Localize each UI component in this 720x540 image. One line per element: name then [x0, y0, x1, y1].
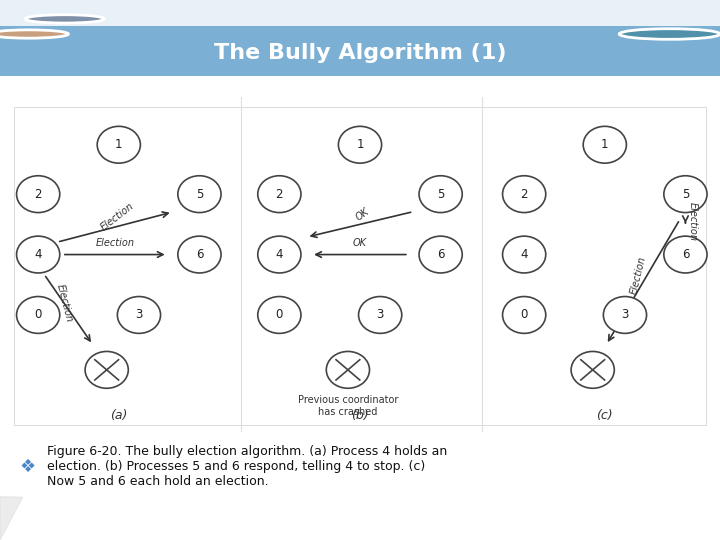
Text: (b): (b) [351, 409, 369, 422]
Text: 3: 3 [377, 308, 384, 321]
Ellipse shape [664, 176, 707, 213]
Ellipse shape [419, 176, 462, 213]
Text: 3: 3 [621, 308, 629, 321]
Text: 5: 5 [682, 188, 689, 201]
Text: Election: Election [688, 202, 698, 241]
Text: ❖: ❖ [19, 457, 35, 476]
Text: 2: 2 [35, 188, 42, 201]
Text: 6: 6 [682, 248, 689, 261]
Text: Election: Election [99, 201, 136, 233]
Text: 1: 1 [356, 138, 364, 151]
Text: Election: Election [95, 238, 134, 248]
Text: 6: 6 [437, 248, 444, 261]
Circle shape [619, 29, 720, 39]
Circle shape [0, 30, 68, 38]
Text: 1: 1 [601, 138, 608, 151]
Ellipse shape [571, 352, 614, 388]
Text: 5: 5 [437, 188, 444, 201]
FancyBboxPatch shape [14, 107, 706, 426]
Ellipse shape [178, 236, 221, 273]
Polygon shape [0, 497, 22, 540]
Ellipse shape [17, 296, 60, 333]
Ellipse shape [258, 236, 301, 273]
Ellipse shape [17, 176, 60, 213]
Ellipse shape [258, 296, 301, 333]
Text: 5: 5 [196, 188, 203, 201]
Ellipse shape [603, 296, 647, 333]
Ellipse shape [117, 296, 161, 333]
Ellipse shape [419, 236, 462, 273]
Text: 0: 0 [276, 308, 283, 321]
Ellipse shape [583, 126, 626, 163]
Text: Election: Election [55, 282, 73, 323]
Text: (c): (c) [596, 409, 613, 422]
Ellipse shape [503, 236, 546, 273]
Ellipse shape [664, 236, 707, 273]
Ellipse shape [258, 176, 301, 213]
Text: OK: OK [354, 206, 372, 222]
Text: 1: 1 [115, 138, 122, 151]
Text: Figure 6-20. The bully election algorithm. (a) Process 4 holds an
election. (b) : Figure 6-20. The bully election algorith… [47, 445, 447, 488]
Ellipse shape [178, 176, 221, 213]
Ellipse shape [503, 296, 546, 333]
Text: 2: 2 [276, 188, 283, 201]
Ellipse shape [326, 352, 369, 388]
Text: 4: 4 [35, 248, 42, 261]
Text: OK: OK [353, 238, 367, 248]
Text: 3: 3 [135, 308, 143, 321]
Text: (a): (a) [110, 409, 127, 422]
Text: 4: 4 [276, 248, 283, 261]
Ellipse shape [338, 126, 382, 163]
Text: 0: 0 [35, 308, 42, 321]
Text: The Bully Algorithm (1): The Bully Algorithm (1) [214, 43, 506, 63]
Text: 4: 4 [521, 248, 528, 261]
Ellipse shape [17, 236, 60, 273]
Ellipse shape [85, 352, 128, 388]
Text: Election: Election [629, 255, 647, 295]
FancyBboxPatch shape [0, 26, 720, 76]
Circle shape [25, 15, 104, 23]
Text: 2: 2 [521, 188, 528, 201]
Ellipse shape [503, 176, 546, 213]
Text: 0: 0 [521, 308, 528, 321]
Text: Previous coordinator
has crashed: Previous coordinator has crashed [297, 395, 398, 417]
FancyBboxPatch shape [0, 0, 720, 26]
Text: 6: 6 [196, 248, 203, 261]
Ellipse shape [359, 296, 402, 333]
Ellipse shape [97, 126, 140, 163]
